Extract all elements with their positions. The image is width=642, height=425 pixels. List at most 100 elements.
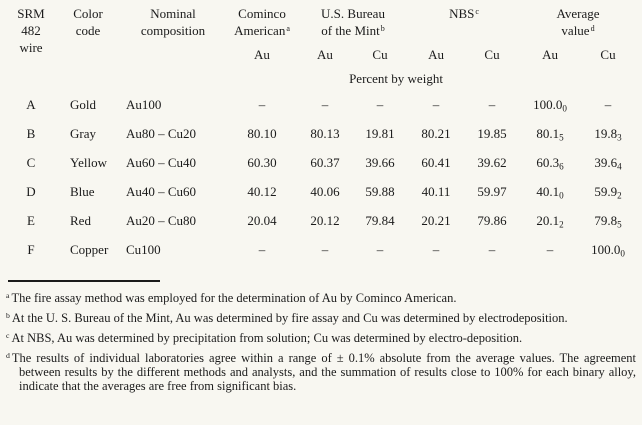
cell-color: Gray (70, 126, 96, 142)
table-row: E Red Au20 – Cu80 20.04 20.12 79.84 20.21 79.86… (6, 207, 636, 236)
percent-caption-row: Percent by weight (6, 66, 636, 91)
analysis-table: SRM 482 wire Color code Nominal composit… (6, 5, 636, 265)
cell-mint-cu: – (376, 97, 384, 113)
cell-mint-au: 20.12 (310, 213, 340, 229)
col-group-average-value: Average valued (520, 5, 636, 41)
cell-nbs-au: 40.11 (421, 184, 451, 200)
header-line: Americana (234, 22, 290, 38)
subheader-row: Au Au Cu Au Cu Au Cu (6, 41, 636, 66)
cell-avg-au: 20.12 (536, 213, 564, 230)
header-line: NBSc (449, 6, 479, 21)
cell-mint-cu: 19.81 (365, 126, 395, 142)
cell-composition: Au60 – Cu40 (126, 155, 197, 171)
footnote-ref-c: c (475, 6, 479, 16)
cell-composition: Au100 (126, 97, 162, 113)
col-group-nbs: NBSc (408, 5, 520, 41)
footnote-text: At NBS, Au was determined by precipitati… (11, 330, 523, 345)
col-header-nominal-composition: Nominal composition (120, 5, 226, 91)
header-line: wire (19, 39, 43, 55)
cell-nbs-au: – (432, 97, 440, 113)
cell-mint-au: 40.06 (310, 184, 340, 200)
header-line: code (75, 22, 101, 38)
col-subheader-au-nbs: Au (428, 46, 444, 62)
table-row: D Blue Au40 – Cu60 40.12 40.06 59.88 40.11 59.9… (6, 178, 636, 207)
cell-cominco-au: 40.12 (247, 184, 277, 200)
table-body: A Gold Au100 – – – – – 100.00 – B Gray Au80 – Cu20 80… (6, 91, 636, 265)
cell-avg-cu: – (604, 97, 612, 113)
cell-nbs-cu: 19.85 (477, 126, 507, 142)
header-line: valued (561, 22, 595, 38)
col-subheader-au-average: Au (542, 46, 558, 62)
col-group-us-bureau-mint: U.S. Bureau of the Mintb (298, 5, 408, 41)
table-row: A Gold Au100 – – – – – 100.00 – (6, 91, 636, 120)
cell-mint-cu: 79.84 (365, 213, 395, 229)
cell-avg-cu: 79.85 (594, 213, 622, 230)
cell-avg-cu: 39.64 (594, 155, 622, 172)
cell-color: Copper (70, 242, 109, 258)
cell-composition: Au20 – Cu80 (126, 213, 197, 229)
cell-nbs-cu: – (488, 97, 496, 113)
table-row: C Yellow Au60 – Cu40 60.30 60.37 39.66 60.41 39… (6, 149, 636, 178)
header-line: Cominco (238, 6, 286, 21)
cell-nbs-cu: 79.86 (477, 213, 507, 229)
cell-composition: Au80 – Cu20 (126, 126, 197, 142)
cell-avg-cu: 19.83 (594, 126, 622, 143)
cell-wire: C (26, 155, 36, 171)
cell-wire: A (26, 97, 36, 113)
cell-mint-cu: – (376, 242, 384, 258)
header-line: U.S. Bureau (321, 6, 385, 21)
table-header: SRM 482 wire Color code Nominal composit… (6, 5, 636, 91)
col-subheader-au-cominco: Au (254, 46, 270, 62)
cell-cominco-au: – (258, 97, 266, 113)
cell-color: Red (70, 213, 91, 229)
footnote-d: d The results of individual laboratories … (6, 351, 636, 393)
cell-mint-au: 80.13 (310, 126, 340, 142)
cell-composition: Cu100 (126, 242, 161, 258)
cell-composition: Au40 – Cu60 (126, 184, 197, 200)
cell-cominco-au: 60.30 (247, 155, 277, 171)
header-line: Color (73, 6, 103, 21)
footnote-marker: a (6, 290, 10, 300)
col-subheader-cu-mint: Cu (372, 46, 388, 62)
cell-cominco-au: – (258, 242, 266, 258)
cell-mint-au: – (321, 97, 329, 113)
cell-wire: D (26, 184, 36, 200)
cell-nbs-au: 80.21 (421, 126, 451, 142)
cell-avg-au: 80.15 (536, 126, 564, 143)
cell-mint-au: – (321, 242, 329, 258)
cell-cominco-au: 20.04 (247, 213, 277, 229)
cell-mint-cu: 59.88 (365, 184, 395, 200)
col-subheader-au-mint: Au (317, 46, 333, 62)
col-subheader-cu-average: Cu (600, 46, 616, 62)
cell-nbs-au: 20.21 (421, 213, 451, 229)
percent-by-weight-caption: Percent by weight (349, 70, 443, 86)
cell-wire: B (26, 126, 36, 142)
cell-wire: F (27, 242, 35, 258)
header-line: SRM 482 (17, 6, 45, 38)
footnote-a: a The fire assay method was employed for … (6, 291, 636, 305)
footnote-marker: b (6, 310, 10, 320)
footnotes: a The fire assay method was employed for … (6, 291, 636, 394)
footnote-marker: d (6, 351, 10, 361)
footnote-b: b At the U. S. Bureau of the Mint, Au was… (6, 311, 636, 325)
footnote-text: The results of individual laboratories a… (11, 351, 636, 394)
col-header-color-code: Color code (56, 5, 120, 91)
cell-mint-au: 60.37 (310, 155, 340, 171)
cell-avg-au: 60.36 (536, 155, 564, 172)
cell-nbs-cu: – (488, 242, 496, 258)
cell-nbs-au: 60.41 (421, 155, 451, 171)
cell-color: Blue (70, 184, 95, 200)
cell-color: Gold (70, 97, 96, 113)
cell-avg-au: 100.00 (533, 97, 567, 114)
cell-avg-cu: 100.00 (591, 242, 625, 259)
footnote-ref-b: b (380, 23, 385, 33)
col-group-cominco-american: Cominco Americana (226, 5, 298, 41)
footnote-ref-d: d (590, 23, 595, 33)
footnote-separator (8, 279, 160, 282)
cell-wire: E (27, 213, 35, 229)
header-line: Nominal (150, 6, 196, 21)
header-line: of the Mintb (321, 22, 385, 38)
cell-nbs-au: – (432, 242, 440, 258)
header-line: composition (140, 22, 206, 38)
